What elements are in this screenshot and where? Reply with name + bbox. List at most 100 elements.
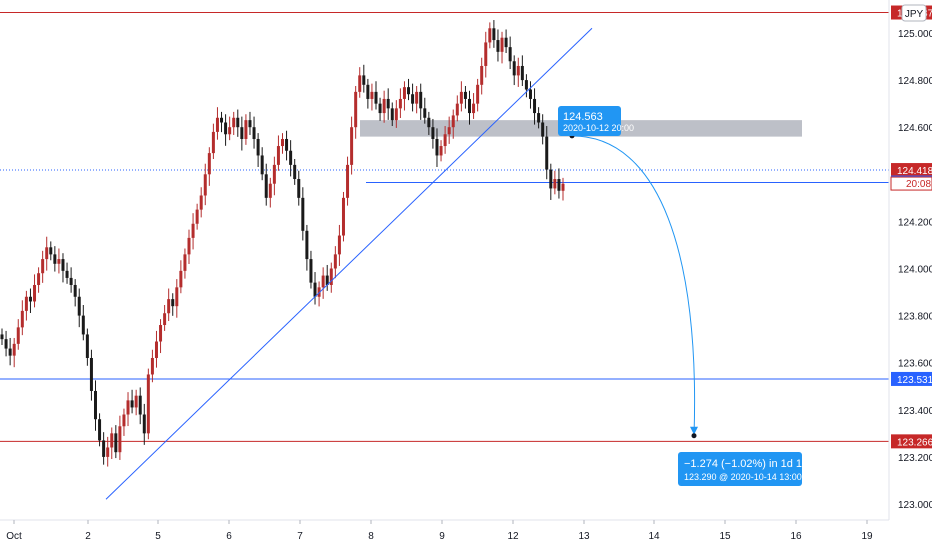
candle-body [403, 87, 406, 99]
candle-body [281, 139, 284, 146]
end-callout-target: 123.290 @ 2020-10-14 13:00 [684, 472, 802, 482]
candle-body [407, 87, 410, 94]
candle-body [232, 118, 235, 127]
x-tick-label: Oct [6, 531, 22, 542]
candle-body [269, 184, 272, 198]
candle-body [480, 66, 483, 85]
candle-body [273, 165, 276, 184]
candle-body [541, 122, 544, 136]
candle-body [529, 90, 532, 99]
candle-body [261, 155, 264, 174]
y-tick-label: 124.600 [898, 123, 932, 134]
candle-body [509, 47, 512, 61]
projection-end-point [692, 433, 697, 438]
candle-body [496, 40, 499, 52]
candle-body [379, 104, 382, 113]
candle-body [70, 278, 73, 285]
candle-body [545, 137, 548, 170]
candle-body [21, 311, 24, 327]
candle-body [228, 127, 231, 134]
candle-body [289, 151, 292, 165]
x-tick-label: 16 [790, 531, 802, 542]
candle-body [163, 313, 166, 325]
candle-body [391, 108, 394, 120]
start-callout-date: 2020-10-12 20:00 [563, 123, 634, 133]
candle-body [82, 316, 85, 335]
candle-body [419, 92, 422, 108]
candle-body [427, 118, 430, 127]
x-tick-label: 19 [861, 531, 873, 542]
currency-button[interactable]: JPY [902, 5, 926, 21]
candle-body [94, 391, 97, 419]
candle-body [220, 118, 223, 123]
candle-body [106, 447, 109, 456]
candle-body [492, 28, 495, 40]
candle-body [366, 85, 369, 99]
y-tick-label: 124.800 [898, 76, 932, 87]
candle-body [53, 254, 56, 263]
candle-body [285, 139, 288, 151]
candle-body [415, 92, 418, 104]
candle-body [513, 61, 516, 75]
candle-body [488, 28, 491, 42]
price-tag-label: 123.266 [897, 437, 932, 448]
y-tick-label: 123.800 [898, 312, 932, 323]
candle-body [309, 259, 312, 283]
candle-body [216, 118, 219, 132]
candle-body [244, 120, 247, 139]
candle-body [537, 113, 540, 122]
candle-body [440, 146, 443, 155]
candle-body [9, 349, 12, 356]
y-tick-label: 124.000 [898, 265, 932, 276]
candle-body [25, 297, 28, 311]
x-tick-label: 8 [368, 531, 374, 542]
candle-body [29, 297, 32, 302]
currency-label: JPY [905, 9, 924, 20]
candle-body [183, 254, 186, 270]
candle-body [192, 224, 195, 238]
candle-body [464, 92, 467, 99]
candle-body [305, 231, 308, 259]
candle-body [257, 139, 260, 155]
candle-body [460, 92, 463, 104]
candle-body [370, 92, 373, 99]
candle-body [167, 299, 170, 313]
candle-body [188, 238, 191, 254]
candle-body [501, 38, 504, 52]
candle-body [350, 127, 353, 165]
x-tick-label: 12 [507, 531, 519, 542]
candle-body [358, 75, 361, 91]
candle-body [102, 440, 105, 456]
candle-body [301, 198, 304, 231]
candle-body [362, 75, 365, 84]
candle-body [562, 184, 565, 191]
y-tick-label: 123.200 [898, 453, 932, 464]
candle-body [468, 99, 471, 113]
candle-body [114, 433, 117, 452]
candle-body [395, 108, 398, 120]
countdown-label: 20:08 [906, 179, 931, 190]
candle-body [293, 165, 296, 179]
candle-body [472, 104, 475, 113]
x-tick-label: 5 [155, 531, 161, 542]
candle-body [78, 297, 81, 316]
candle-body [33, 285, 36, 301]
candle-body [127, 400, 130, 414]
candle-body [533, 99, 536, 113]
candle-body [354, 92, 357, 127]
candle-body [297, 179, 300, 198]
candle-body [175, 287, 178, 306]
price-tag-label: 123.531 [897, 375, 932, 386]
candle-body [338, 236, 341, 255]
candle-body [179, 271, 182, 287]
candle-body [147, 374, 150, 433]
candle-body [265, 174, 268, 198]
candle-body [196, 210, 199, 224]
ascending-trendline [106, 28, 592, 499]
candle-body [549, 170, 552, 189]
candle-body [57, 259, 60, 264]
candle-body [110, 433, 113, 447]
trendline [106, 28, 592, 499]
candle-body [342, 198, 345, 236]
